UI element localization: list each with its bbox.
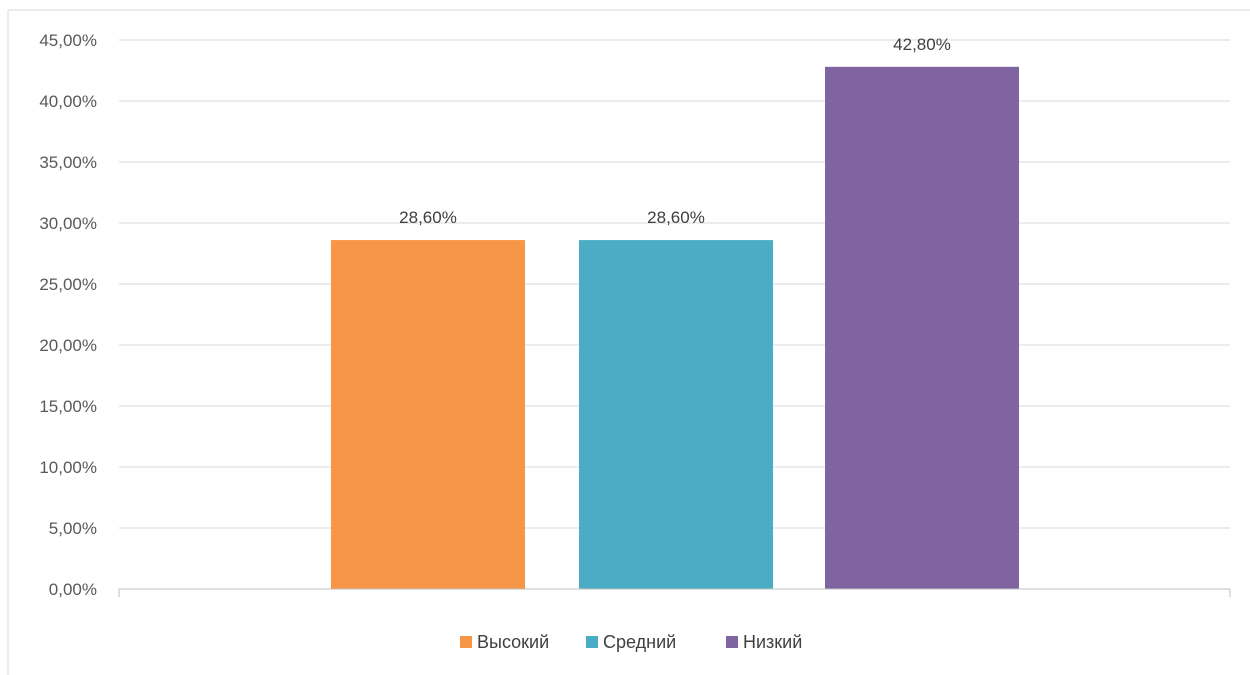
bar-2	[579, 240, 773, 589]
legend-label: Низкий	[743, 632, 802, 652]
y-tick-label: 40,00%	[39, 92, 97, 111]
legend: Высокий Средний Низкий	[460, 632, 802, 652]
bar-1	[331, 240, 525, 589]
legend-label: Средний	[603, 632, 676, 652]
legend-swatch	[586, 636, 598, 648]
chart-frame	[7, 9, 1250, 675]
y-tick-label: 25,00%	[39, 275, 97, 294]
x-axis	[118, 588, 1231, 597]
y-tick-label: 35,00%	[39, 153, 97, 172]
legend-label: Высокий	[477, 632, 549, 652]
legend-swatch	[460, 636, 472, 648]
data-labels: 28,60% 28,60% 42,80%	[399, 35, 951, 227]
data-label: 42,80%	[893, 35, 951, 54]
bars	[331, 66, 1019, 590]
y-tick-label: 20,00%	[39, 336, 97, 355]
y-tick-label: 0,00%	[49, 580, 97, 599]
y-axis-ticks: 0,00% 5,00% 10,00% 15,00% 20,00% 25,00% 30,00%…	[39, 31, 97, 599]
data-label: 28,60%	[647, 208, 705, 227]
data-label: 28,60%	[399, 208, 457, 227]
y-tick-label: 15,00%	[39, 397, 97, 416]
legend-swatch	[726, 636, 738, 648]
bar-3	[825, 66, 1019, 590]
y-tick-label: 5,00%	[49, 519, 97, 538]
y-tick-label: 45,00%	[39, 31, 97, 50]
y-tick-label: 10,00%	[39, 458, 97, 477]
y-tick-label: 30,00%	[39, 214, 97, 233]
